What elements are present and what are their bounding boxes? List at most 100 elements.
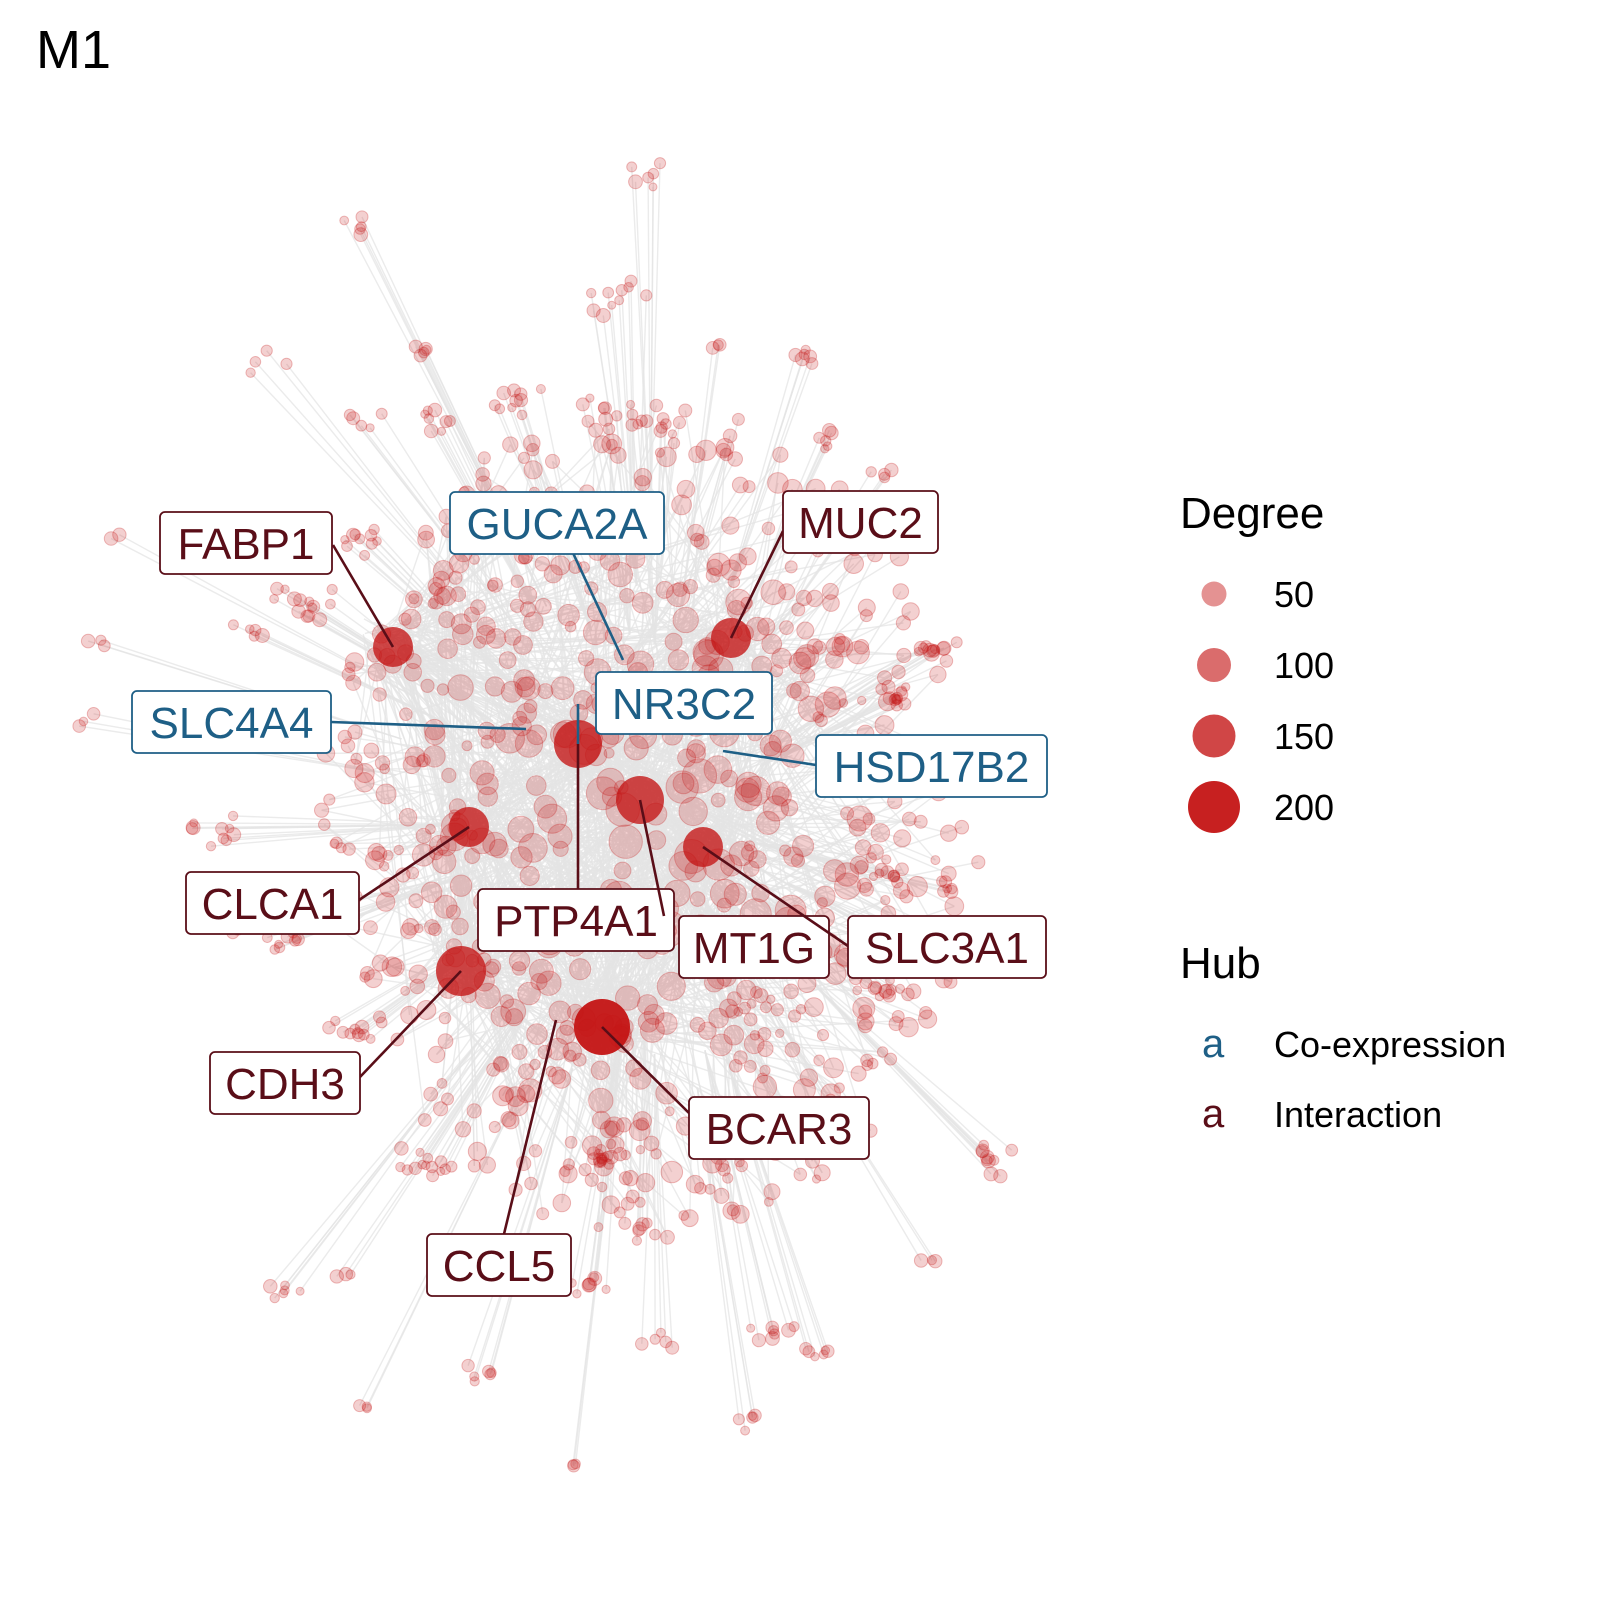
network-node	[624, 274, 638, 288]
network-node	[408, 893, 424, 909]
network-node	[631, 591, 654, 614]
network-node	[185, 822, 199, 835]
network-node	[367, 662, 387, 682]
network-node	[564, 1135, 578, 1149]
network-node	[381, 956, 403, 978]
network-node	[759, 1064, 771, 1077]
network-node	[80, 633, 96, 649]
network-node	[474, 982, 501, 1009]
network-node	[901, 811, 917, 827]
network-node	[526, 443, 540, 457]
network-node	[363, 969, 383, 989]
network-node	[672, 581, 688, 597]
leader-line	[359, 970, 462, 1078]
network-node	[715, 438, 735, 457]
network-node	[833, 1082, 845, 1094]
network-edge	[331, 588, 493, 722]
network-edge	[561, 1045, 614, 1204]
network-node	[220, 834, 233, 847]
network-node	[660, 418, 672, 430]
network-node	[343, 408, 357, 422]
network-edge	[471, 614, 597, 720]
network-node	[802, 1345, 816, 1359]
hub-label-box	[595, 671, 773, 735]
network-node	[705, 567, 721, 583]
legend-size-swatch	[1192, 714, 1236, 758]
network-node	[482, 831, 508, 857]
network-node	[408, 964, 428, 984]
network-node	[759, 1001, 772, 1014]
network-node	[768, 1328, 781, 1340]
network-node	[895, 615, 912, 631]
network-node	[857, 598, 876, 617]
network-node	[361, 1401, 372, 1412]
hub-label-box	[782, 490, 939, 554]
network-node	[731, 476, 749, 494]
network-node	[546, 1037, 569, 1061]
network-node	[406, 866, 420, 880]
network-node	[905, 983, 922, 1000]
network-node	[426, 1169, 440, 1183]
network-node	[595, 308, 611, 323]
network-node	[812, 711, 825, 724]
network-node	[401, 1164, 414, 1176]
network-node	[698, 1021, 717, 1041]
legend-hub: Hub a Co-expression a Interaction	[1180, 939, 1506, 1136]
network-node	[980, 1153, 996, 1169]
network-node	[438, 611, 456, 629]
network-node	[280, 357, 293, 370]
network-node	[640, 289, 653, 302]
leader-line	[729, 530, 785, 639]
network-edge	[653, 1053, 662, 1333]
network-node	[715, 442, 732, 459]
network-node	[318, 818, 331, 831]
network-node	[993, 1169, 1008, 1184]
network-node	[622, 1170, 639, 1187]
network-node	[725, 1004, 740, 1019]
network-edge	[644, 1004, 656, 1235]
network-edge	[437, 552, 464, 996]
network-node	[795, 589, 813, 607]
network-edge	[478, 642, 585, 1035]
network-node	[432, 570, 451, 589]
network-edge	[444, 972, 548, 1170]
network-edge	[254, 361, 480, 614]
network-node	[656, 446, 677, 468]
network-edge	[567, 615, 579, 736]
network-node	[438, 1011, 452, 1025]
network-node	[643, 1003, 665, 1025]
network-node	[484, 676, 505, 697]
legend-hub-key: a	[1202, 1022, 1225, 1066]
network-node	[672, 606, 699, 634]
network-node	[634, 475, 651, 492]
network-node	[492, 1055, 508, 1071]
network-node	[595, 1144, 607, 1156]
hub-label-box	[449, 491, 665, 555]
network-node	[350, 752, 363, 765]
network-node	[345, 674, 362, 691]
network-node	[926, 644, 940, 659]
network-edge	[721, 358, 803, 614]
network-node	[981, 1155, 993, 1167]
network-node	[726, 1204, 740, 1217]
network-node	[487, 579, 499, 592]
network-node	[248, 630, 260, 642]
network-node	[891, 1010, 905, 1023]
network-node	[368, 523, 380, 536]
network-node	[613, 861, 632, 880]
network-node	[629, 1067, 652, 1090]
network-edge	[631, 166, 652, 529]
network-node	[821, 582, 839, 600]
network-node	[746, 1323, 756, 1333]
network-node	[919, 1006, 933, 1020]
network-edge	[802, 972, 992, 1175]
network-node	[706, 552, 731, 577]
network-node	[603, 747, 615, 759]
network-node	[800, 344, 811, 355]
network-node	[770, 1003, 784, 1017]
network-node	[940, 865, 957, 882]
network-node	[813, 431, 826, 444]
network-node	[536, 1207, 550, 1221]
network-node	[635, 1337, 649, 1351]
